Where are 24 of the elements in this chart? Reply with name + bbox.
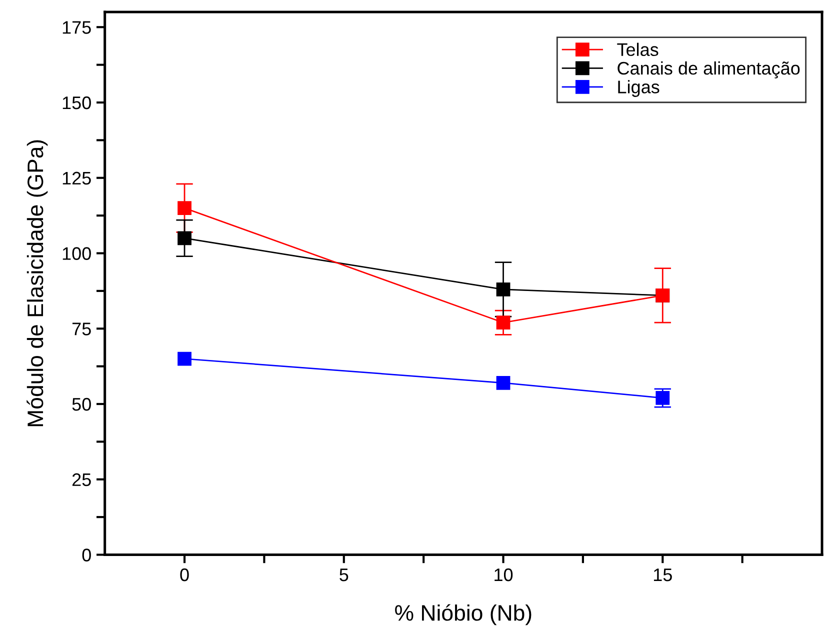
point (178, 201, 192, 215)
y-axis-title: Módulo de Elasicidade (GPa) (26, 140, 48, 426)
point (178, 352, 192, 366)
x-axis-title: % Nióbio (Nb) (395, 604, 532, 626)
legend-label: Ligas (618, 80, 660, 97)
y-tick-label: 0 (82, 548, 91, 562)
y-tick-label: 125 (62, 172, 91, 185)
y-tick-label: 175 (62, 21, 91, 34)
y-tick-label: 25 (72, 473, 91, 486)
x-tick-label: 10 (494, 568, 513, 582)
y-tick-label: 100 (62, 247, 91, 260)
point (496, 316, 510, 330)
point (496, 376, 510, 390)
y-tick-label: 150 (62, 96, 91, 110)
point (496, 282, 510, 296)
point (656, 391, 670, 405)
legend-label: Telas (617, 42, 658, 56)
y-tick-label: 50 (72, 398, 91, 411)
legend-label: Canais de alimentação (618, 61, 800, 78)
x-tick-label: 15 (654, 568, 672, 582)
x-tick-label: 5 (340, 568, 348, 582)
x-tick-label: 0 (180, 568, 189, 582)
y-tick-label: 75 (72, 322, 91, 336)
point (178, 231, 192, 246)
